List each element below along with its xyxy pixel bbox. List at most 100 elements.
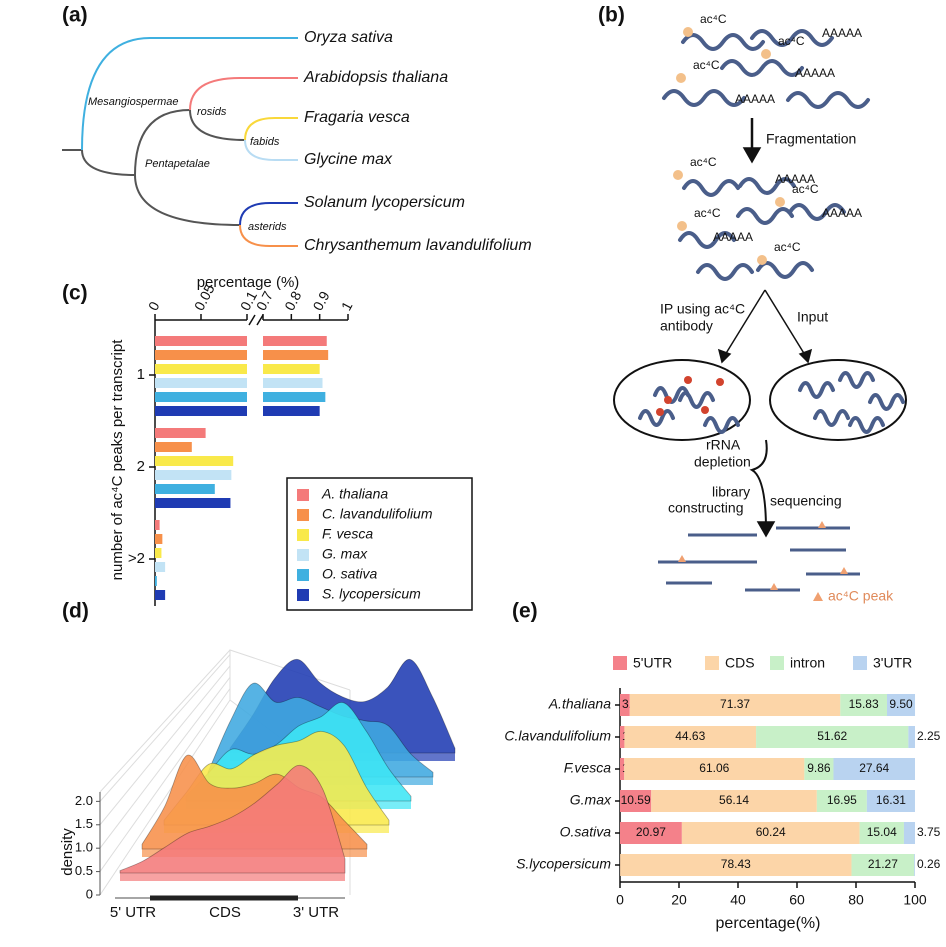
legend-label: intron: [790, 655, 825, 671]
ac4c-site: [676, 73, 686, 83]
branch: [81, 37, 298, 151]
legend-swatch: [853, 656, 867, 670]
y-tick-label: 2: [137, 458, 145, 475]
clade-label: Pentapetalae: [145, 158, 210, 170]
rna-wave: [678, 231, 736, 249]
rna-wave: [703, 416, 740, 434]
rna-wave: [750, 29, 834, 47]
ac4c-site: [683, 27, 693, 37]
axis-title: percentage (%): [197, 274, 300, 291]
bar: [155, 498, 231, 508]
branch: [189, 77, 298, 111]
x-tick-label: 80: [848, 892, 864, 908]
x-tick-label: 100: [903, 892, 927, 908]
x-tick-label: 0.8: [281, 288, 304, 313]
bar: [155, 392, 326, 402]
peak-markers: [678, 521, 848, 601]
x-tick-label: 0.9: [309, 288, 332, 313]
branch: [244, 117, 298, 141]
value-label: 9.50: [889, 697, 913, 711]
bar-segment: [908, 726, 915, 748]
value-label: 60.24: [756, 825, 786, 839]
rna-tag: ac⁴C: [690, 155, 717, 169]
value-label: 21.27: [868, 857, 898, 871]
ac4c-site: [677, 221, 687, 231]
ac4c-site: [775, 197, 785, 207]
value-label: 10.59: [621, 793, 651, 807]
species-label: Oryza sativa: [304, 29, 393, 46]
rna-wave: [786, 91, 870, 109]
value-label: 2.25: [917, 729, 941, 743]
rna-wave: [813, 409, 850, 427]
legend-swatch: [297, 549, 309, 561]
rna-wave: [653, 386, 690, 404]
bar: [155, 484, 215, 494]
value-label: 71.37: [720, 697, 750, 711]
bar-segment: [804, 758, 834, 780]
bar-segment: [629, 694, 841, 716]
bar-segment: [620, 854, 852, 876]
x-axis-label: percentage(%): [716, 915, 821, 932]
x-tick-label: 0: [145, 299, 163, 314]
bar-part: [155, 350, 247, 360]
bar: [155, 378, 323, 388]
value-label: 15.83: [849, 697, 879, 711]
rna-wave: [662, 89, 746, 107]
panel-label: (e): [512, 600, 538, 623]
branch: [239, 224, 298, 247]
y-tick-label: 1.0: [75, 840, 93, 855]
x-tick-label: 3' UTR: [293, 904, 339, 921]
bar-part: [263, 350, 329, 360]
workflow-step: library: [712, 484, 750, 500]
legend-label: C. lavandulifolium: [322, 506, 433, 522]
y-tick-label: 0.5: [75, 863, 93, 878]
rna-tag: ac⁴C: [693, 58, 720, 72]
x-tick-label: 60: [789, 892, 805, 908]
legend-label: O. sativa: [322, 566, 377, 582]
frame-line: [99, 688, 231, 872]
y-tick-label: G.max: [570, 792, 612, 808]
panel-label: (a): [62, 4, 88, 27]
rna-wave: [798, 381, 835, 399]
bar: [155, 470, 232, 480]
bar-segment: [887, 694, 916, 716]
legend-swatch: [297, 529, 309, 541]
rna-tag: AAAAA: [822, 206, 862, 220]
axis-break: [248, 314, 264, 326]
legend-label: 5'UTR: [633, 655, 672, 671]
legend-swatch: [613, 656, 627, 670]
y-tick-label: S.lycopersicum: [516, 856, 611, 872]
rna-tag: AAAAA: [713, 230, 753, 244]
legend-label: ac⁴C peak: [828, 588, 894, 604]
antibody: [684, 376, 692, 384]
bar: [155, 562, 166, 572]
y-tick-label: O.sativa: [560, 824, 612, 840]
value-label: 0.26: [917, 857, 941, 871]
antibody: [701, 406, 709, 414]
rna-wave: [696, 263, 754, 281]
legend-swatch: [770, 656, 784, 670]
legend-swatch: [297, 589, 309, 601]
bar-segment: [866, 790, 915, 812]
bar-part: [263, 378, 323, 388]
value-label: 27.64: [859, 761, 889, 775]
ridge-side: [120, 873, 345, 881]
workflow-step: constructing: [668, 500, 743, 516]
y-tick-label: >2: [128, 550, 145, 567]
bar-segment: [620, 694, 630, 716]
antibody: [664, 396, 672, 404]
bar: [155, 364, 320, 374]
x-tick-label: 1: [338, 299, 356, 314]
ac4c-site: [673, 170, 683, 180]
bar-segment: [840, 694, 888, 716]
bar-part: [155, 392, 247, 402]
bar-segment: [756, 726, 909, 748]
workflow-arrows: [613, 118, 907, 538]
bar-segment: [620, 726, 625, 748]
bar: [155, 576, 157, 586]
bar-part: [263, 336, 327, 346]
rna-wave: [681, 33, 765, 51]
branch: [134, 174, 241, 226]
bar-segment: [624, 758, 805, 780]
